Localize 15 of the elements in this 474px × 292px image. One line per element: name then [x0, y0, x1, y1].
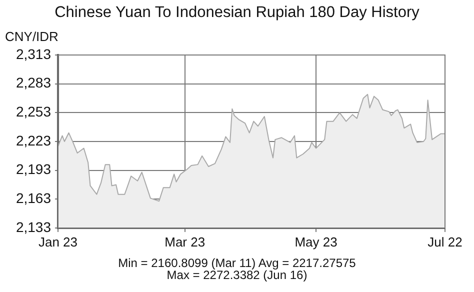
x-tick-label: May 23 [294, 234, 338, 250]
y-tick-label: 2,133 [16, 218, 52, 235]
y-tick-label: 2,253 [16, 104, 52, 120]
y-tick-label: 2,223 [16, 132, 52, 148]
x-tick-label: Jan 23 [38, 234, 78, 250]
chart-title: Chinese Yuan To Indonesian Rupiah 180 Day History [54, 4, 420, 22]
y-tick-label: 2,313 [16, 46, 52, 62]
y-tick-label: 2,283 [16, 74, 52, 91]
y-tick-label: 2,193 [16, 161, 52, 178]
y-axis-title: CNY/IDR [5, 29, 58, 44]
y-tick-label: 2,163 [16, 190, 52, 206]
text: Min = 2160.8099 (Mar 11) Avg = 2217.27575 [117, 256, 357, 270]
x-tick-label: Mar 23 [164, 234, 206, 250]
x-tick-label: Jul 22 [428, 234, 462, 250]
text: Max = 2272.3382 (Jun 16) [166, 268, 308, 282]
